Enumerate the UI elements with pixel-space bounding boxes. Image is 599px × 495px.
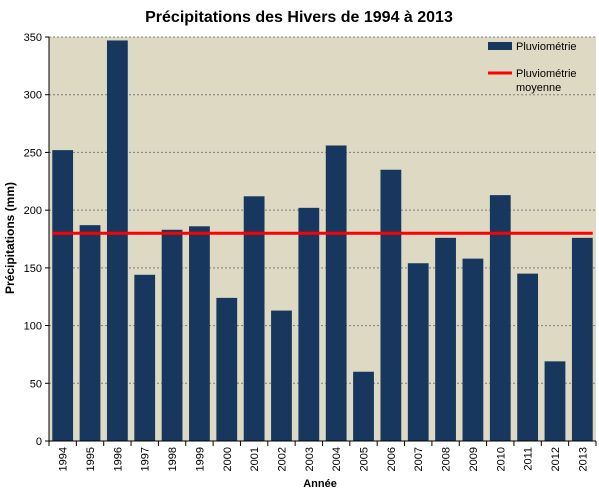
bar: [298, 207, 320, 441]
legend-label-line: Pluviométrie moyenne: [516, 68, 577, 94]
bar: [407, 263, 429, 441]
x-tick-label: 2009: [468, 447, 480, 471]
plot-background: [49, 37, 596, 441]
y-tick-label: 350: [24, 32, 42, 44]
x-tick-label: 2012: [550, 447, 562, 471]
legend: Pluviométrie Pluviométrie moyenne: [488, 41, 577, 94]
bar: [106, 40, 128, 441]
chart-title: Précipitations des Hivers de 1994 à 2013: [145, 9, 453, 26]
bar: [571, 237, 593, 441]
bar: [271, 310, 292, 441]
bar: [216, 297, 238, 441]
x-tick-label: 1995: [85, 447, 97, 471]
x-tick-label: 2004: [331, 447, 343, 471]
x-tick-label: 2005: [359, 447, 371, 471]
x-tick-label: 2001: [249, 447, 261, 471]
x-tick-label: 2010: [495, 447, 507, 471]
x-tick-label: 1996: [112, 447, 124, 471]
x-tick-label: 2007: [413, 447, 425, 471]
bar: [435, 237, 456, 441]
x-tick-label: 2006: [386, 447, 398, 471]
x-tick-label: 2011: [523, 447, 535, 471]
plot-area: 0 50 100 150 200 250 300 350 1994 1995 1996 1997 199…: [24, 32, 597, 471]
x-tick-label: 1999: [194, 447, 206, 471]
bar: [243, 196, 265, 441]
bar: [462, 258, 484, 441]
bar: [134, 274, 156, 441]
bar: [189, 226, 210, 441]
y-tick-label: 250: [24, 147, 42, 159]
bar: [353, 371, 374, 441]
x-tick-label: 1994: [58, 447, 70, 471]
bar: [79, 225, 101, 441]
y-axis-label: Précipitations (mm): [3, 182, 17, 294]
x-tick-label: 2002: [276, 447, 288, 471]
y-tick-label: 0: [36, 436, 42, 448]
x-tick-label: 2000: [222, 447, 234, 471]
x-tick-label: 1997: [140, 447, 152, 471]
x-tick-label: 2003: [304, 447, 316, 471]
bar: [325, 145, 347, 441]
y-tick-label: 200: [24, 205, 42, 217]
y-tick-label: 150: [24, 263, 42, 275]
bar: [52, 150, 74, 441]
legend-label-bar: Pluviométrie: [516, 41, 577, 53]
y-tick-label: 100: [24, 321, 42, 333]
legend-swatch-bar: [488, 42, 512, 50]
x-axis-label: Année: [303, 478, 337, 490]
x-tick-label: 2013: [577, 447, 589, 471]
y-tick-label: 50: [30, 378, 42, 390]
bar: [489, 195, 511, 441]
x-tick-label: 2008: [441, 447, 453, 471]
y-tick-label: 300: [24, 90, 42, 102]
bar: [380, 169, 402, 441]
x-tick-label: 1998: [167, 447, 179, 471]
bar: [544, 361, 566, 441]
bar: [161, 229, 183, 441]
bar: [517, 273, 539, 441]
